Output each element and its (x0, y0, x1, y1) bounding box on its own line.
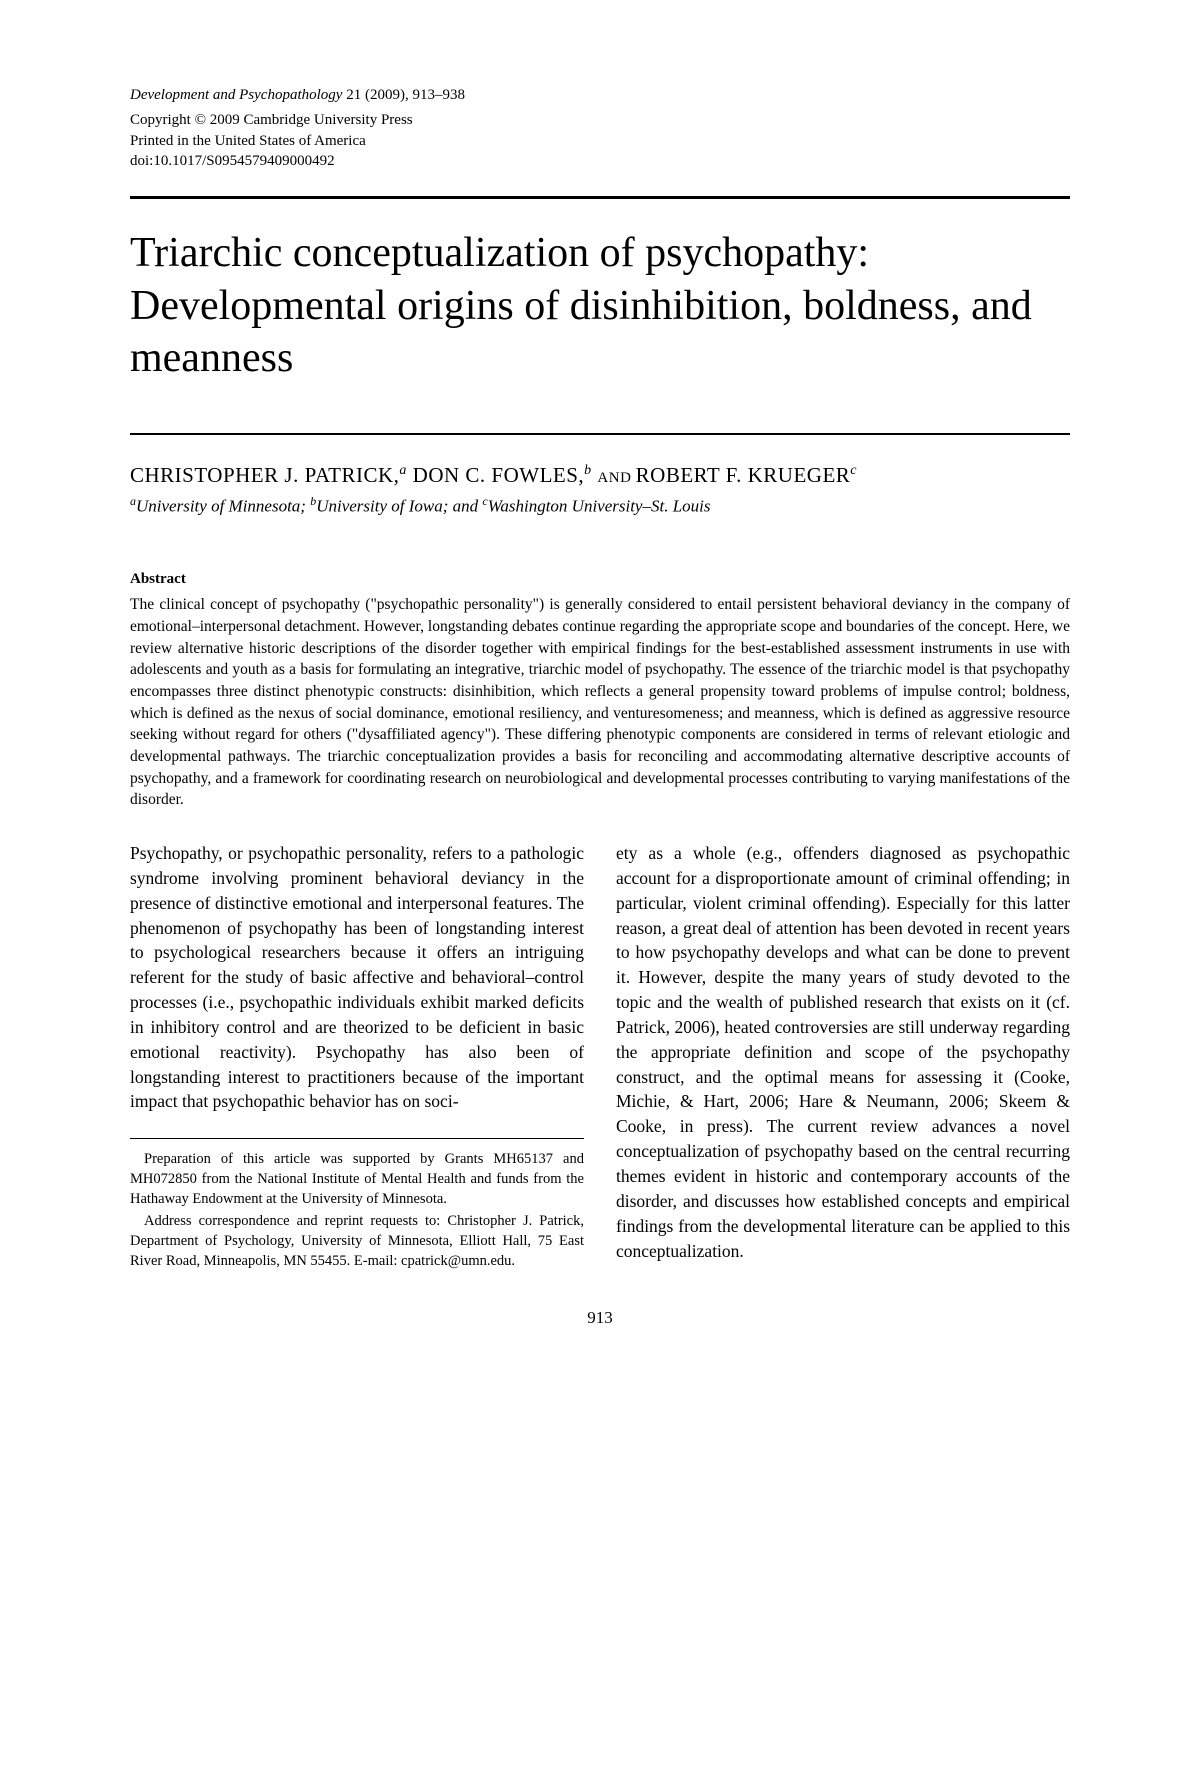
footnote-rule (130, 1138, 584, 1139)
footnote-p2: Address correspondence and reprint reque… (130, 1211, 584, 1271)
journal-vol: 21 (2009), 913–938 (346, 87, 465, 103)
author-and: AND (597, 470, 635, 486)
article-title: Triarchic conceptualization of psychopat… (130, 227, 1070, 385)
body-right-para: ety as a whole (e.g., offenders diagnose… (616, 841, 1070, 1263)
authors: CHRISTOPHER J. PATRICK,a DON C. FOWLES,b… (130, 463, 1070, 488)
body-columns: Psychopathy, or psychopathic personality… (130, 841, 1070, 1273)
journal-name: Development and Psychopathology (130, 87, 342, 103)
author-1-affil: a (399, 463, 407, 478)
affil-1: University of Minnesota; (136, 496, 310, 515)
page-number: 913 (130, 1308, 1070, 1328)
journal-meta: Development and Psychopathology 21 (2009… (130, 85, 1070, 105)
author-2-affil: b (584, 463, 592, 478)
rule-mid (130, 433, 1070, 435)
author-3: ROBERT F. KRUEGER (636, 463, 851, 487)
author-2: DON C. FOWLES, (413, 463, 585, 487)
footnote-p1: Preparation of this article was supporte… (130, 1149, 584, 1209)
abstract-heading: Abstract (130, 571, 1070, 588)
affil-3: Washington University–St. Louis (488, 496, 711, 515)
body-left-para: Psychopathy, or psychopathic personality… (130, 841, 584, 1114)
copyright-line: Copyright © 2009 Cambridge University Pr… (130, 110, 1070, 130)
column-left: Psychopathy, or psychopathic personality… (130, 841, 584, 1273)
affil-2: University of Iowa; and (316, 496, 482, 515)
column-right: ety as a whole (e.g., offenders diagnose… (616, 841, 1070, 1273)
author-1: CHRISTOPHER J. PATRICK, (130, 463, 399, 487)
author-3-affil: c (850, 463, 857, 478)
doi-line: doi:10.1017/S0954579409000492 (130, 151, 1070, 171)
printed-line: Printed in the United States of America (130, 131, 1070, 151)
rule-top (130, 196, 1070, 199)
affiliations: aUniversity of Minnesota; bUniversity of… (130, 494, 1070, 517)
footnote-block: Preparation of this article was supporte… (130, 1149, 584, 1271)
abstract-text: The clinical concept of psychopathy ("ps… (130, 594, 1070, 811)
